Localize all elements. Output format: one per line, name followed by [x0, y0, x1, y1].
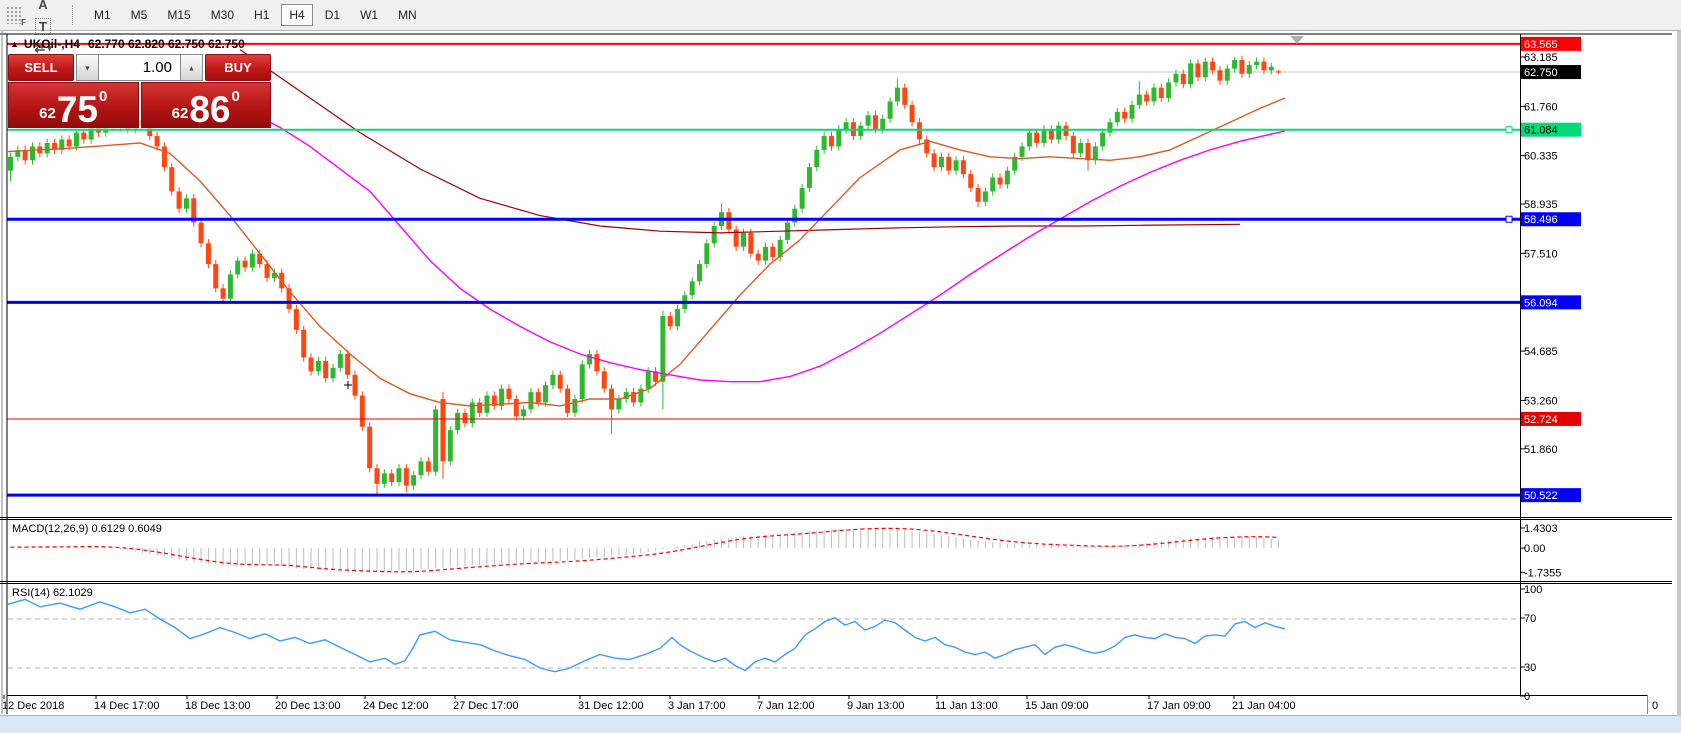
time-axis-label: 15 Jan 09:00	[1025, 700, 1089, 712]
time-axis-label: 18 Dec 13:00	[185, 700, 250, 712]
ma-200-line	[239, 49, 1241, 234]
rsi-axis-label: 30	[1524, 662, 1536, 674]
time-axis-label: 14 Dec 17:00	[94, 700, 159, 712]
timeframe-w1-button[interactable]: W1	[360, 8, 379, 22]
sell-button[interactable]: SELL	[8, 54, 74, 81]
price-badge-label: 52.724	[1524, 414, 1558, 426]
price-axis-label: 51.860	[1524, 444, 1558, 456]
corner-zero-label: 0	[1652, 700, 1658, 712]
volume-up-button[interactable]: ▲	[180, 54, 203, 81]
price-badge-label: 56.094	[1524, 297, 1558, 309]
macd-axis-label: -1.7355	[1524, 567, 1561, 579]
time-axis-label: 20 Dec 13:00	[275, 700, 340, 712]
buy-price-main: 86	[189, 88, 231, 130]
buy-price-box[interactable]: 62 86 0	[140, 82, 271, 130]
price-axis-label: 53.260	[1524, 395, 1558, 407]
price-badge-label: 50.522	[1524, 490, 1558, 502]
timeframe-h4-button[interactable]: H4	[281, 4, 313, 26]
rsi-axis-label: 70	[1524, 613, 1536, 625]
macd-axis-label: 1.4303	[1524, 523, 1558, 535]
price-badge	[1521, 411, 1581, 426]
grid-f-letter: F	[21, 18, 26, 27]
rsi-axis-label: 0	[1524, 691, 1530, 703]
cursor-tool-icon[interactable]: A	[31, 0, 55, 15]
time-axis-label: 9 Jan 13:00	[847, 700, 905, 712]
sell-price-pip: 0	[99, 88, 108, 105]
volume-input[interactable]: 1.00	[99, 54, 180, 81]
cursor-tool-icon-glyph: A	[38, 0, 48, 12]
macd-axis-label: 0.00	[1524, 543, 1545, 555]
price-axis-label: 58.935	[1524, 199, 1558, 211]
price-badge-label: 62.750	[1524, 67, 1558, 79]
price-badge-label: 61.084	[1524, 125, 1558, 137]
toolbar-separator	[72, 5, 74, 25]
timeframe-m30-button[interactable]: M30	[210, 8, 235, 22]
price-axis-label: 60.335	[1524, 151, 1558, 163]
buy-price-pip: 0	[231, 88, 240, 105]
arrows-tool-icon[interactable]: ⇄ ▾	[31, 37, 55, 59]
time-axis-label: 3 Jan 17:00	[668, 700, 726, 712]
price-axis-label: 57.510	[1524, 248, 1558, 260]
time-axis-label: 17 Jan 09:00	[1147, 700, 1211, 712]
timeframe-m5-button[interactable]: M5	[130, 8, 148, 22]
rsi-line	[7, 598, 1286, 673]
line-handle[interactable]	[1505, 215, 1513, 223]
chart-shift-triangle-icon[interactable]	[1290, 36, 1304, 44]
timeframe-m15-button[interactable]: M15	[167, 8, 191, 22]
chart-title: ▲ UKOil-,H4 62.770 62.820 62.750 62.750	[10, 37, 245, 51]
time-axis-label: 12 Dec 2018	[2, 700, 64, 712]
timeframe-m1-button[interactable]: M1	[94, 8, 111, 22]
price-axis-label: 61.760	[1524, 101, 1558, 113]
buy-button[interactable]: BUY	[205, 54, 271, 81]
price-badge-label: 58.496	[1524, 214, 1558, 226]
time-axis-label: 21 Jan 04:00	[1232, 700, 1296, 712]
price-badge-label: 63.565	[1524, 39, 1558, 51]
price-badge	[1521, 36, 1581, 51]
chevron-down-icon: ▼	[83, 63, 92, 72]
price-badge	[1521, 212, 1581, 227]
time-axis-label: 7 Jan 12:00	[757, 700, 815, 712]
volume-stepper: ▼ 1.00 ▲	[76, 54, 203, 81]
price-badge	[1521, 65, 1581, 80]
ma-fast-line	[7, 97, 1286, 407]
time-axis-label: 27 Dec 17:00	[453, 700, 518, 712]
time-axis-label: 11 Jan 13:00	[935, 700, 998, 712]
macd-histogram	[10, 527, 1280, 573]
window-bottom-strip	[0, 716, 1681, 733]
window-right-edge	[1677, 31, 1681, 716]
macd-signal-line	[10, 527, 1279, 573]
price-badge	[1521, 295, 1581, 310]
volume-down-button[interactable]: ▼	[76, 54, 99, 81]
ohlc-values: 62.770 62.820 62.750 62.750	[87, 37, 245, 51]
rsi-label: RSI(14) 62.1029	[12, 587, 93, 599]
symbol-collapse-icon[interactable]: ▲	[10, 39, 19, 49]
timeframe-h1-button[interactable]: H1	[254, 8, 270, 22]
buy-price-prefix: 62	[171, 105, 189, 122]
ma-slow-line	[249, 111, 1286, 383]
sell-price-main: 75	[56, 88, 98, 130]
price-axis-label: 54.685	[1524, 346, 1558, 358]
time-axis-label: 31 Dec 12:00	[578, 700, 643, 712]
arrows-tool-icon-glyph: ⇄	[34, 40, 46, 55]
one-click-trading-panel: SELL ▼ 1.00 ▲ BUY 62 75 0 62 86 0	[8, 54, 271, 129]
price-axis-label: 63.185	[1524, 52, 1558, 64]
symbol-period-label: UKOil-,H4	[23, 37, 80, 51]
chevron-up-icon: ▲	[187, 63, 196, 72]
sell-price-box[interactable]: 62 75 0	[8, 82, 139, 128]
rsi-axis-label: 100	[1524, 584, 1542, 596]
line-handle[interactable]	[1505, 126, 1513, 134]
time-axis-label: 24 Dec 12:00	[363, 700, 428, 712]
timeframe-d1-button[interactable]: D1	[324, 8, 341, 22]
chevron-down-icon: ▾	[47, 42, 52, 53]
timeframe-buttons: M1 M5 M15 M30 H1 H4 D1 W1 MN	[84, 4, 427, 26]
timeframe-mn-button[interactable]: MN	[398, 8, 417, 22]
sell-price-prefix: 62	[39, 105, 56, 122]
price-badge	[1521, 122, 1581, 137]
toolbar-grip-icon[interactable]: F	[6, 6, 26, 27]
macd-label: MACD(12,26,9) 0.6129 0.6049	[12, 523, 162, 535]
price-badge	[1521, 488, 1581, 503]
